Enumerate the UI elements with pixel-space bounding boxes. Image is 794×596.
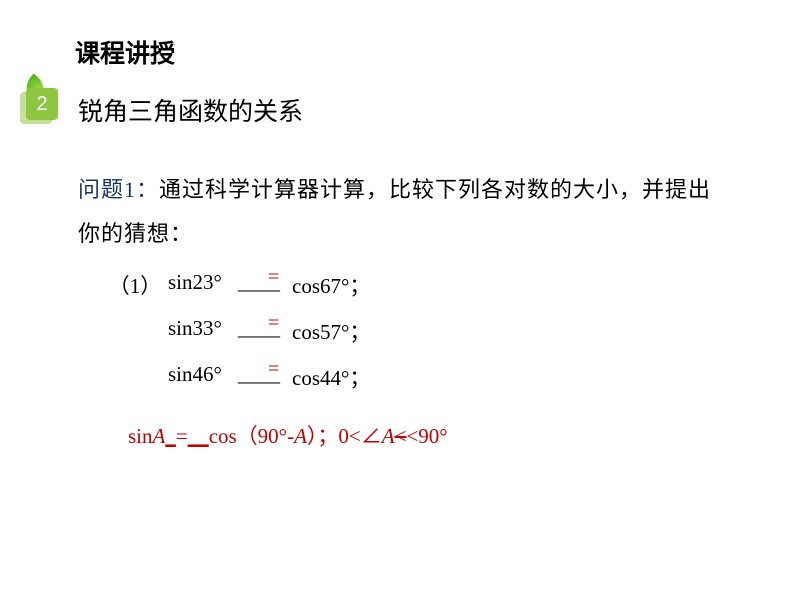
- item-row-2: sin33° ____ = cos57°；: [100, 308, 700, 354]
- page-header: 课程讲授: [75, 34, 175, 70]
- comparison-items: （1） sin23° ____ = cos67°； sin33° ____ = …: [100, 262, 700, 400]
- item-row-3: sin46° ____ = cos44°；: [100, 354, 700, 400]
- question-text: 通过科学计算器计算，比较下列各对数的大小，并提出你的猜想：: [78, 177, 711, 246]
- badge-number: 2: [26, 88, 58, 120]
- concl-strike: <: [395, 424, 407, 448]
- concl-blank1: _: [165, 424, 176, 448]
- item-blank: ____: [238, 316, 288, 341]
- item-row-1: （1） sin23° ____ = cos67°；: [100, 262, 700, 308]
- concl-part4: <90°: [406, 424, 447, 448]
- section-badge: 2: [20, 82, 64, 126]
- item-answer: =: [268, 312, 279, 335]
- concl-varA2: A: [294, 424, 307, 448]
- item-right: cos67°；: [292, 270, 370, 300]
- item-left: sin33°: [168, 316, 222, 341]
- concl-varA3: A: [382, 424, 395, 448]
- concl-sin: sin: [128, 424, 153, 448]
- section-title: 锐角三角函数的关系: [78, 92, 303, 128]
- item-left: sin46°: [168, 362, 222, 387]
- slide-page: 课程讲授 2 锐角三角函数的关系 问题1：通过科学计算器计算，比较下列各对数的大…: [0, 0, 794, 596]
- concl-eq: =: [176, 424, 188, 448]
- item-right: cos57°；: [292, 316, 370, 346]
- conclusion: sinA_=__cos（90°-A）；0<∠A<<90°: [128, 420, 448, 450]
- concl-blank2: __: [188, 424, 209, 448]
- item-left: sin23°: [168, 270, 222, 295]
- question-label: 问题1：: [78, 177, 159, 202]
- question-block: 问题1：通过科学计算器计算，比较下列各对数的大小，并提出你的猜想：: [78, 168, 718, 256]
- item-right: cos44°；: [292, 362, 370, 392]
- item-blank: ____: [238, 270, 288, 295]
- item-prefix: （1）: [100, 270, 170, 300]
- item-answer: =: [268, 266, 279, 289]
- concl-cos: cos（90°: [209, 424, 287, 448]
- concl-part3: ）；0<∠: [307, 424, 382, 448]
- item-answer: =: [268, 358, 279, 381]
- concl-varA1: A: [153, 424, 166, 448]
- item-blank: ____: [238, 362, 288, 387]
